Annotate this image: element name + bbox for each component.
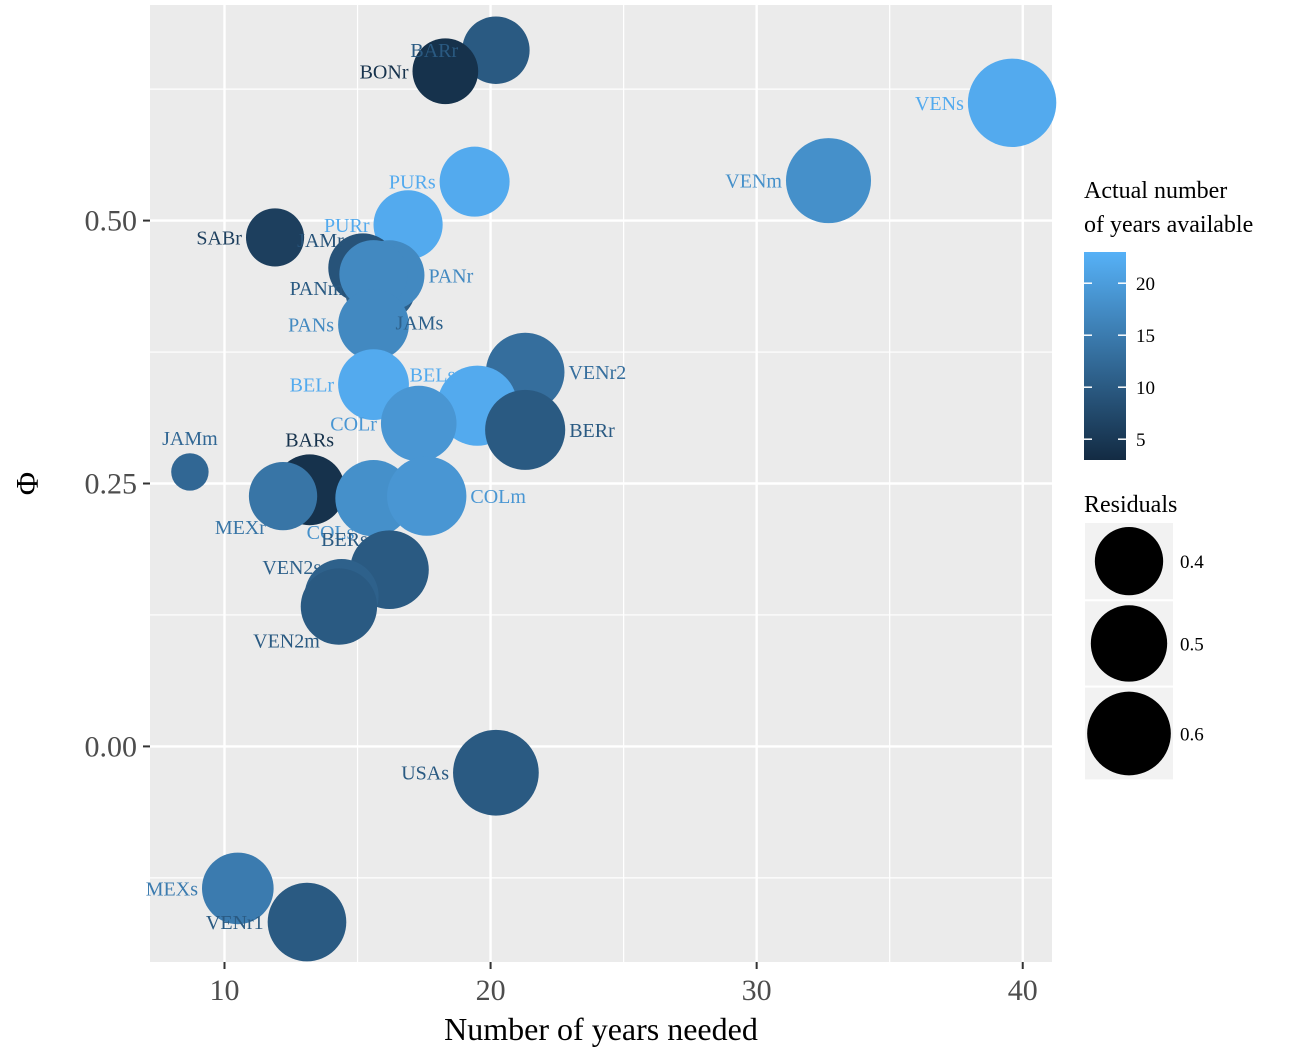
- point-label: VENm: [725, 171, 782, 193]
- point-ven2m: [300, 568, 378, 645]
- point-barr: [462, 16, 530, 84]
- point-label: BONr: [360, 61, 409, 83]
- point-label: MEXs: [146, 878, 198, 900]
- colorbar-tick-label: 20: [1136, 274, 1155, 295]
- x-tick-label: 10: [210, 974, 240, 1007]
- y-axis: 0.00 0.25 0.50: [85, 205, 150, 763]
- point-purs: [439, 146, 510, 217]
- point-label: PURr: [324, 215, 370, 237]
- point-label: PANr: [428, 265, 473, 287]
- point-mexs: [201, 852, 274, 925]
- size-legend: Residuals 0.4 0.5 0.6: [1083, 492, 1204, 782]
- point-label: BELr: [290, 375, 335, 397]
- point-label: VEN2m: [253, 630, 320, 652]
- point-label: MEXr: [215, 517, 266, 539]
- size-key-circle: [1087, 691, 1171, 776]
- color-legend-title-line1: Actual number: [1084, 178, 1227, 204]
- point-label: SABr: [196, 227, 242, 249]
- colorbar-tick-label: 5: [1136, 430, 1146, 451]
- point-mexr: [248, 461, 318, 531]
- point-label: BERr: [569, 420, 615, 442]
- point-label: BARs: [285, 429, 334, 451]
- point-label: PURs: [389, 172, 436, 194]
- point-unlabeled: [339, 240, 408, 309]
- point-label: BELs: [410, 365, 456, 387]
- point-venr1: [267, 882, 347, 962]
- point-label: VEN2s: [262, 557, 321, 579]
- x-axis: 10 20 30 40: [210, 962, 1038, 1007]
- point-label: PANs: [288, 315, 334, 337]
- data-points: [171, 16, 1057, 962]
- point-label: COLr: [330, 414, 377, 436]
- point-label: USAs: [401, 763, 449, 785]
- point-label: COLs: [307, 522, 355, 544]
- y-tick-label: 0.50: [85, 205, 138, 238]
- y-axis-title: Φ: [9, 472, 45, 495]
- colorbar-ticks: 5 10 15 20: [1084, 274, 1155, 451]
- point-usas: [453, 729, 539, 816]
- point-berr: [485, 389, 566, 470]
- point-bonr: [412, 38, 479, 105]
- size-key-label: 0.6: [1180, 725, 1204, 746]
- point-label: BARr: [410, 40, 458, 62]
- point-colr: [380, 385, 457, 462]
- colorbar-tick-label: 15: [1136, 326, 1155, 347]
- point-label: VENr1: [206, 912, 264, 934]
- point-colm: [387, 456, 467, 536]
- point-label: BERs: [321, 529, 368, 551]
- size-key-label: 0.4: [1180, 552, 1204, 573]
- point-label: JAMr: [297, 230, 344, 252]
- point-jamm: [171, 453, 209, 491]
- point-vens: [967, 58, 1057, 148]
- size-key-circle: [1094, 527, 1164, 596]
- point-label: VENs: [915, 93, 964, 115]
- color-legend: Actual number of years available 5 10 15 20: [1084, 178, 1253, 460]
- size-key-circle: [1090, 605, 1168, 682]
- point-label: PANm: [290, 278, 344, 300]
- x-axis-title: Number of years needed: [444, 1011, 758, 1047]
- colorbar: [1084, 252, 1126, 460]
- size-key-label: 0.5: [1180, 634, 1204, 655]
- point-label: JAMs: [395, 312, 443, 334]
- x-tick-label: 30: [742, 974, 772, 1007]
- point-label: VENr2: [568, 362, 626, 384]
- point-label: COLm: [470, 486, 526, 508]
- y-tick-label: 0.25: [85, 468, 138, 501]
- point-pans: [338, 289, 409, 361]
- point-sabr: [245, 208, 305, 267]
- y-tick-label: 0.00: [85, 730, 138, 763]
- size-legend-title: Residuals: [1084, 492, 1177, 518]
- point-label: JAMm: [162, 428, 218, 450]
- x-tick-label: 20: [476, 974, 506, 1007]
- color-legend-title-line2: of years available: [1084, 212, 1253, 238]
- point-venm: [785, 138, 872, 224]
- x-tick-label: 40: [1008, 974, 1038, 1007]
- colorbar-tick-label: 10: [1136, 378, 1155, 399]
